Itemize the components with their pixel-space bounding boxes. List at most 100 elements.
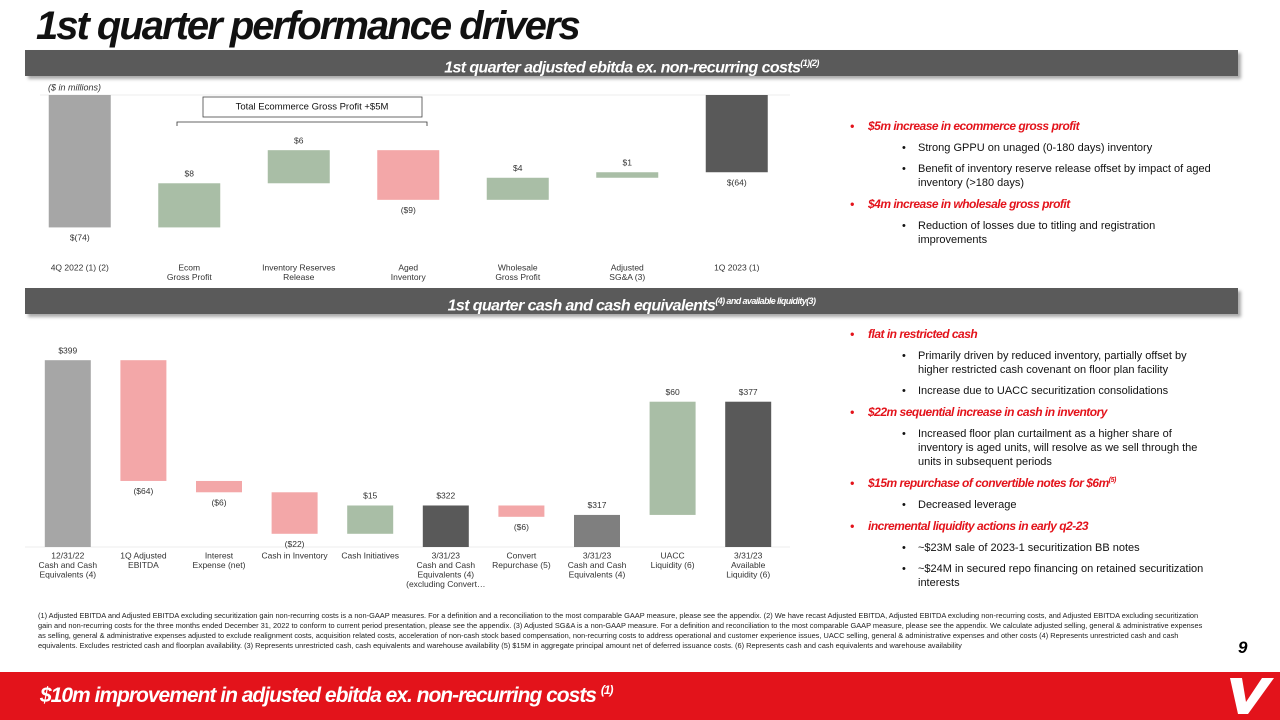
bar — [347, 505, 394, 534]
x-tick-label: Equivalents (4) — [417, 569, 474, 579]
bullet-heading: flat in restricted cash — [850, 327, 1215, 341]
header-text: 1st quarter adjusted ebitda ex. non-recu… — [444, 59, 801, 77]
value-label: $399 — [58, 345, 77, 355]
x-tick-label: 3/31/23 — [734, 550, 763, 560]
x-tick-label: Inventory — [391, 272, 427, 282]
bar — [120, 360, 167, 481]
x-tick-label: 1Q Adjusted — [120, 550, 167, 560]
value-label: ($6) — [514, 522, 529, 532]
bullet-item: Reduction of losses due to titling and r… — [850, 219, 1215, 247]
x-tick-label: Liquidity (6) — [651, 560, 695, 570]
logo — [1230, 678, 1274, 714]
x-tick-label: EBITDA — [128, 560, 159, 570]
bar — [596, 172, 659, 178]
bullet-text: $22m sequential increase in cash in inve… — [868, 405, 1107, 419]
x-tick-label: Gross Profit — [495, 272, 541, 282]
x-tick-label: Cash and Cash — [39, 560, 98, 570]
banner: $10m improvement in adjusted ebitda ex. … — [0, 672, 1280, 720]
bullets: flat in restricted cash Primarily driven … — [850, 321, 1215, 597]
x-tick-label: Inventory Reserves — [262, 262, 335, 272]
value-label: $317 — [588, 500, 607, 510]
bullet-text: $4m increase in wholesale gross profit — [868, 197, 1070, 211]
header-note: (4) and available liquidity(3) — [715, 296, 816, 306]
x-tick-label: Ecom — [178, 262, 200, 272]
x-tick-label: 3/31/23 — [583, 550, 612, 560]
value-label: $6 — [294, 135, 304, 145]
annotation-box — [202, 96, 423, 118]
x-tick-label: SG&A (3) — [609, 272, 645, 282]
value-label: $8 — [185, 169, 195, 179]
value-label: $322 — [436, 491, 455, 501]
bracket — [176, 121, 428, 126]
x-tick-label: Cash in Inventory — [262, 550, 329, 560]
bullet-item: Increase due to UACC securitization cons… — [850, 384, 1215, 398]
bullet-item: Increased floor plan curtailment as a hi… — [850, 427, 1215, 469]
bullet-text: $15m repurchase of convertible notes for… — [868, 476, 1109, 490]
bar — [377, 150, 440, 200]
x-tick-label: Gross Profit — [167, 272, 213, 282]
x-tick-label: Cash and Cash — [417, 560, 476, 570]
bar — [649, 401, 696, 515]
unit-label: ($ in millions) — [48, 82, 101, 92]
banner-label: $10m improvement in adjusted ebitda ex. … — [40, 684, 597, 707]
bullet-note: (5) — [1108, 477, 1117, 484]
bullet-text: $5m increase in ecommerce gross profit — [868, 119, 1080, 133]
x-tick-label: UACC — [661, 550, 685, 560]
x-tick-label: Convert — [507, 550, 537, 560]
x-tick-label: Wholesale — [498, 262, 538, 272]
value-label: $(74) — [70, 233, 90, 243]
section-header: 1st quarter adjusted ebitda ex. non-recu… — [25, 50, 1238, 76]
value-label: ($64) — [133, 486, 153, 496]
bullets: $5m increase in ecommerce gross profit St… — [850, 113, 1215, 254]
bar — [498, 505, 545, 517]
bar — [196, 480, 242, 493]
bullet-heading: incremental liquidity actions in early q… — [850, 519, 1215, 533]
header-text: 1st quarter cash and cash equivalents — [447, 297, 716, 315]
banner-note: (1) — [600, 683, 614, 697]
value-label: $(64) — [727, 177, 747, 187]
x-tick-label: Expense (net) — [193, 560, 246, 570]
value-label: $377 — [739, 387, 758, 397]
value-label: $4 — [513, 163, 523, 173]
bullet-heading: $5m increase in ecommerce gross profit — [850, 119, 1215, 133]
value-label: ($22) — [285, 539, 305, 549]
x-tick-label: Cash and Cash — [568, 560, 627, 570]
bar — [574, 514, 620, 547]
bar — [486, 177, 549, 200]
x-tick-label: Equivalents (4) — [39, 569, 96, 579]
x-tick-label: Repurchase (5) — [492, 560, 551, 570]
logo-mark — [1230, 678, 1274, 714]
bar — [725, 401, 772, 547]
x-tick-label: 12/31/22 — [51, 550, 84, 560]
bar — [48, 95, 111, 228]
x-tick-label: Available — [731, 560, 766, 570]
bar — [44, 360, 91, 547]
charts: ($ in millions) Total Ecommerce Gross Pr… — [25, 82, 790, 589]
value-label: $15 — [363, 491, 377, 501]
x-tick-label: Aged — [398, 262, 418, 272]
x-tick-label: 3/31/23 — [432, 550, 461, 560]
bullet-item: ~$23M sale of 2023-1 securitization BB n… — [850, 541, 1215, 555]
x-tick-label: 4Q 2022 (1) (2) — [51, 262, 109, 272]
banner-text: $10m improvement in adjusted ebitda ex. … — [40, 683, 613, 708]
x-tick-label: 1Q 2023 (1) — [714, 262, 760, 272]
bullet-text: incremental liquidity actions in early q… — [868, 519, 1089, 533]
x-tick-label: Release — [283, 272, 314, 282]
x-tick-label: Interest — [205, 550, 234, 560]
annotation: Total Ecommerce Gross Profit +$5M — [236, 102, 389, 113]
value-label: ($6) — [211, 498, 226, 508]
bullet-item: Benefit of inventory reserve release off… — [850, 162, 1215, 190]
bar — [158, 183, 221, 228]
value-label: ($9) — [401, 205, 416, 215]
bullet-heading: $15m repurchase of convertible notes for… — [850, 476, 1215, 490]
section-header: 1st quarter cash and cash equivalents(4)… — [25, 288, 1238, 314]
footnotes: (1) Adjusted EBITDA and Adjusted EBITDA … — [38, 611, 1203, 650]
bullet-item: Primarily driven by reduced inventory, p… — [850, 349, 1215, 377]
bar — [705, 95, 768, 173]
bullet-heading: $4m increase in wholesale gross profit — [850, 197, 1215, 211]
header-note: (1)(2) — [800, 58, 819, 68]
x-tick-label: Equivalents (4) — [569, 569, 626, 579]
x-tick-label: Adjusted — [611, 262, 644, 272]
x-tick-label: (excluding Convert… — [406, 579, 485, 589]
